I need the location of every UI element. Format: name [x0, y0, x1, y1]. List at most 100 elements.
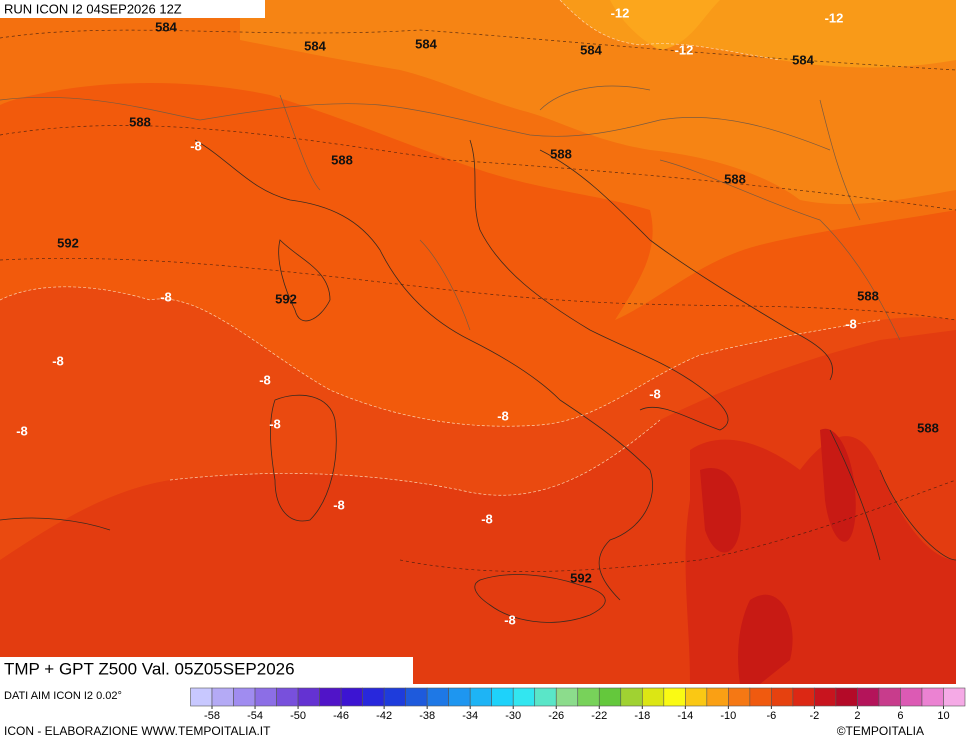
colorbar-swatch	[641, 687, 665, 707]
isohypse	[0, 29, 957, 572]
borders	[0, 85, 901, 341]
contour-label: -8	[845, 316, 857, 331]
colorbar-swatch	[857, 687, 880, 707]
colorbar-tick-label: 2	[854, 710, 860, 722]
colorbar-swatch	[491, 687, 514, 707]
contour-label: -8	[259, 372, 271, 387]
contour-label: -12	[611, 5, 630, 20]
contour-label: -8	[160, 289, 172, 304]
colorbar-swatch	[728, 687, 751, 707]
colorbar-tick-label: -26	[548, 710, 564, 722]
colorbar-swatch	[469, 687, 492, 707]
colorbar-swatch	[254, 687, 277, 707]
contour-label: 584	[304, 38, 326, 53]
contour-label: -8	[481, 511, 493, 526]
credit-text: ICON - ELABORAZIONE WWW.TEMPOITALIA.IT	[4, 724, 271, 738]
contour-label: 584	[580, 42, 602, 57]
colorbar-swatch	[921, 687, 944, 707]
colorbar-tick-label: -18	[634, 710, 650, 722]
colorbar-swatch	[319, 687, 342, 707]
field-lightest	[610, 0, 720, 50]
contour-label: 588	[550, 146, 572, 161]
colorbar-swatch	[276, 687, 299, 707]
colorbar-tick-label: -34	[462, 710, 478, 722]
contour-label: 592	[570, 570, 592, 585]
colorbar-swatch	[771, 687, 794, 707]
colorbar-tick-label: -6	[766, 710, 776, 722]
coastline	[0, 139, 957, 623]
colorbar-swatch	[233, 687, 256, 707]
contour-label: -8	[269, 416, 281, 431]
source-text: DATI AIM ICON I2 0.02°	[4, 690, 122, 702]
colorbar-swatch	[620, 687, 643, 707]
contour-label: 584	[792, 52, 814, 67]
colorbar-swatch	[426, 687, 449, 707]
contour-label: -8	[504, 612, 516, 627]
colorbar-tick-label: -42	[376, 710, 392, 722]
colorbar-tick-label: -30	[505, 710, 521, 722]
colorbar-swatch	[943, 687, 966, 707]
contour-label: -8	[52, 353, 64, 368]
contour-label: 588	[917, 420, 939, 435]
contour-label: -8	[16, 423, 28, 438]
colorbar-swatch	[900, 687, 923, 707]
colorbar-swatch	[792, 687, 815, 707]
contour-label: 584	[155, 19, 177, 34]
colorbar-swatch	[598, 687, 622, 707]
colorbar-swatch	[878, 687, 901, 707]
colorbar-swatch	[706, 687, 729, 707]
colorbar-tick-label: 6	[897, 710, 903, 722]
colorbar-tick-label: -22	[591, 710, 607, 722]
isotherm	[0, 0, 881, 496]
colorbar-swatch	[512, 687, 536, 707]
colorbar-tick-label: -14	[677, 710, 693, 722]
colorbar-swatch	[340, 687, 363, 707]
contour-label: 588	[857, 288, 879, 303]
colorbar-swatch	[297, 687, 320, 707]
colorbar-swatch	[534, 687, 557, 707]
map-title: TMP + GPT Z500 Val. 05Z05SEP2026	[4, 659, 295, 678]
run-label: RUN ICON I2 04SEP2026 12Z	[4, 1, 182, 16]
contour-label: -8	[190, 138, 202, 153]
colorbar-swatch	[577, 687, 600, 707]
title-box	[0, 657, 413, 684]
colorbar-swatch	[190, 687, 213, 707]
colorbar-swatch	[835, 687, 858, 707]
colorbar-tick-label: -10	[720, 710, 736, 722]
colorbar-tick-label: -46	[333, 710, 349, 722]
colorbar-swatch	[211, 687, 234, 707]
colorbar-swatch	[749, 687, 772, 707]
contour-label: -8	[333, 497, 345, 512]
field-darkest-red	[700, 428, 856, 684]
contour-label: 592	[275, 291, 297, 306]
contour-label: 588	[129, 114, 151, 129]
colorbar-tick-label: -58	[204, 710, 220, 722]
colorbar-swatch	[814, 687, 837, 707]
colorbar-tick-label: -50	[290, 710, 306, 722]
colorbar-swatch	[685, 687, 708, 707]
colorbar-swatch	[555, 687, 579, 707]
colorbar-tick-label: 10	[937, 710, 949, 722]
colorbar: -58 -54 -50 -46 -42 -38 -34 -30 -26 -22 -18 -14 -10 -…	[190, 687, 966, 722]
colorbar-tick-label: -54	[247, 710, 263, 722]
contour-label: -8	[649, 386, 661, 401]
colorbar-tick-label: -38	[419, 710, 435, 722]
contour-label: 588	[331, 152, 353, 167]
contour-label: 588	[724, 171, 746, 186]
colorbar-swatch	[362, 687, 385, 707]
colorbar-swatch	[448, 687, 471, 707]
colorbar-swatch	[663, 687, 686, 707]
contour-label: 584	[415, 36, 437, 51]
header-box	[0, 0, 265, 18]
copyright-text: ©TEMPOITALIA	[837, 724, 924, 738]
contour-label: -8	[497, 408, 509, 423]
contour-label: -12	[675, 42, 694, 57]
colorbar-swatch	[383, 687, 406, 707]
contour-label: -12	[825, 10, 844, 25]
colorbar-swatch	[405, 687, 428, 707]
contour-label: 592	[57, 235, 79, 250]
